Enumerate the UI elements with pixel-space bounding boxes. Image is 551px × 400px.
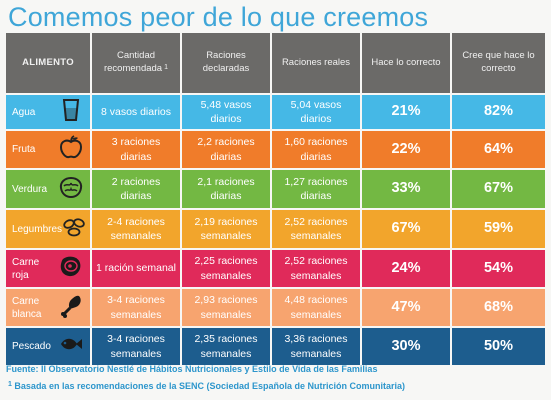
- food-name: Pescado: [12, 341, 51, 352]
- food-name: Fruta: [12, 144, 36, 155]
- believes-percent: 82%: [452, 95, 545, 129]
- recommended-cell: 8 vasos diarios: [92, 95, 180, 129]
- recommended-cell: 2 raciones diarias: [92, 170, 180, 208]
- believes-percent: 67%: [452, 170, 545, 208]
- beans-icon: [62, 214, 88, 245]
- header-declared: Raciones declaradas: [182, 33, 270, 93]
- real-cell: 2,52 raciones semanales: [272, 210, 360, 248]
- food-cell: Verdura: [6, 170, 90, 208]
- recommended-cell: 2-4 raciones semanales: [92, 210, 180, 248]
- correct-percent: 21%: [362, 95, 450, 129]
- recommended-cell: 3-4 raciones semanales: [92, 289, 180, 326]
- glass-icon: [58, 97, 84, 128]
- reference-footnote-text: Basada en las recomendaciones de la SENC…: [14, 381, 406, 391]
- correct-percent: 22%: [362, 131, 450, 168]
- correct-percent: 24%: [362, 250, 450, 287]
- declared-cell: 2,19 raciones semanales: [182, 210, 270, 248]
- believes-percent: 54%: [452, 250, 545, 287]
- food-cell: Carne blanca: [6, 289, 90, 326]
- apple-icon: [58, 134, 84, 165]
- reference-footnote-mark: 1: [8, 381, 12, 388]
- real-cell: 3,36 raciones semanales: [272, 328, 360, 365]
- fish-icon: [58, 331, 84, 362]
- declared-cell: 2,93 raciones semanales: [182, 289, 270, 326]
- real-cell: 5,04 vasos diarios: [272, 95, 360, 129]
- correct-percent: 67%: [362, 210, 450, 248]
- food-cell: Carne roja: [6, 250, 90, 287]
- food-name: Verdura: [12, 183, 48, 195]
- declared-cell: 2,25 raciones semanales: [182, 250, 270, 287]
- page-title: Comemos peor de lo que creemos: [8, 2, 429, 32]
- nutrition-table: ALIMENTO Cantidad recomendada 1 Raciones …: [6, 33, 545, 365]
- header-recommended-footnote-mark: 1: [164, 64, 168, 71]
- real-cell: 1,60 raciones diarias: [272, 131, 360, 168]
- food-name: Carne roja: [12, 256, 40, 281]
- food-cell: Fruta: [6, 131, 90, 168]
- correct-percent: 30%: [362, 328, 450, 365]
- food-name: Legumbres: [12, 223, 63, 235]
- source-footnote: Fuente: II Observatorio Nestlé de Hábito…: [6, 364, 378, 374]
- declared-cell: 2,2 raciones diarias: [182, 131, 270, 168]
- food-cell: Legumbres: [6, 210, 90, 248]
- header-recommended: Cantidad recomendada 1: [92, 33, 180, 93]
- chicken-leg-icon: [58, 292, 84, 323]
- food-name: Agua: [12, 106, 36, 118]
- declared-cell: 2,35 raciones semanales: [182, 328, 270, 365]
- food-name: Carne blanca: [12, 295, 42, 320]
- recommended-cell: 3 raciones diarias: [92, 131, 180, 168]
- header-correct: Hace lo correcto: [362, 33, 450, 93]
- header-recommended-label: Cantidad recomendada: [103, 50, 163, 74]
- real-cell: 1,27 raciones diarias: [272, 170, 360, 208]
- steak-icon: [58, 253, 84, 284]
- correct-percent: 47%: [362, 289, 450, 326]
- correct-percent: 33%: [362, 170, 450, 208]
- believes-percent: 50%: [452, 328, 545, 365]
- reference-footnote: 1 Basada en las recomendaciones de la SE…: [6, 381, 405, 391]
- recommended-cell: 1 ración semanal: [92, 250, 180, 287]
- declared-cell: 2,1 raciones diarias: [182, 170, 270, 208]
- food-cell: Agua: [6, 95, 90, 129]
- header-believes: Cree que hace lo correcto: [452, 33, 545, 93]
- header-food: ALIMENTO: [6, 33, 90, 93]
- believes-percent: 64%: [452, 131, 545, 168]
- real-cell: 2,52 raciones semanales: [272, 250, 360, 287]
- real-cell: 4,48 raciones semanales: [272, 289, 360, 326]
- believes-percent: 59%: [452, 210, 545, 248]
- recommended-cell: 3-4 raciones semanales: [92, 328, 180, 365]
- food-cell: Pescado: [6, 328, 90, 365]
- lettuce-icon: [58, 174, 84, 205]
- believes-percent: 68%: [452, 289, 545, 326]
- header-real: Raciones reales: [272, 33, 360, 93]
- declared-cell: 5,48 vasos diarios: [182, 95, 270, 129]
